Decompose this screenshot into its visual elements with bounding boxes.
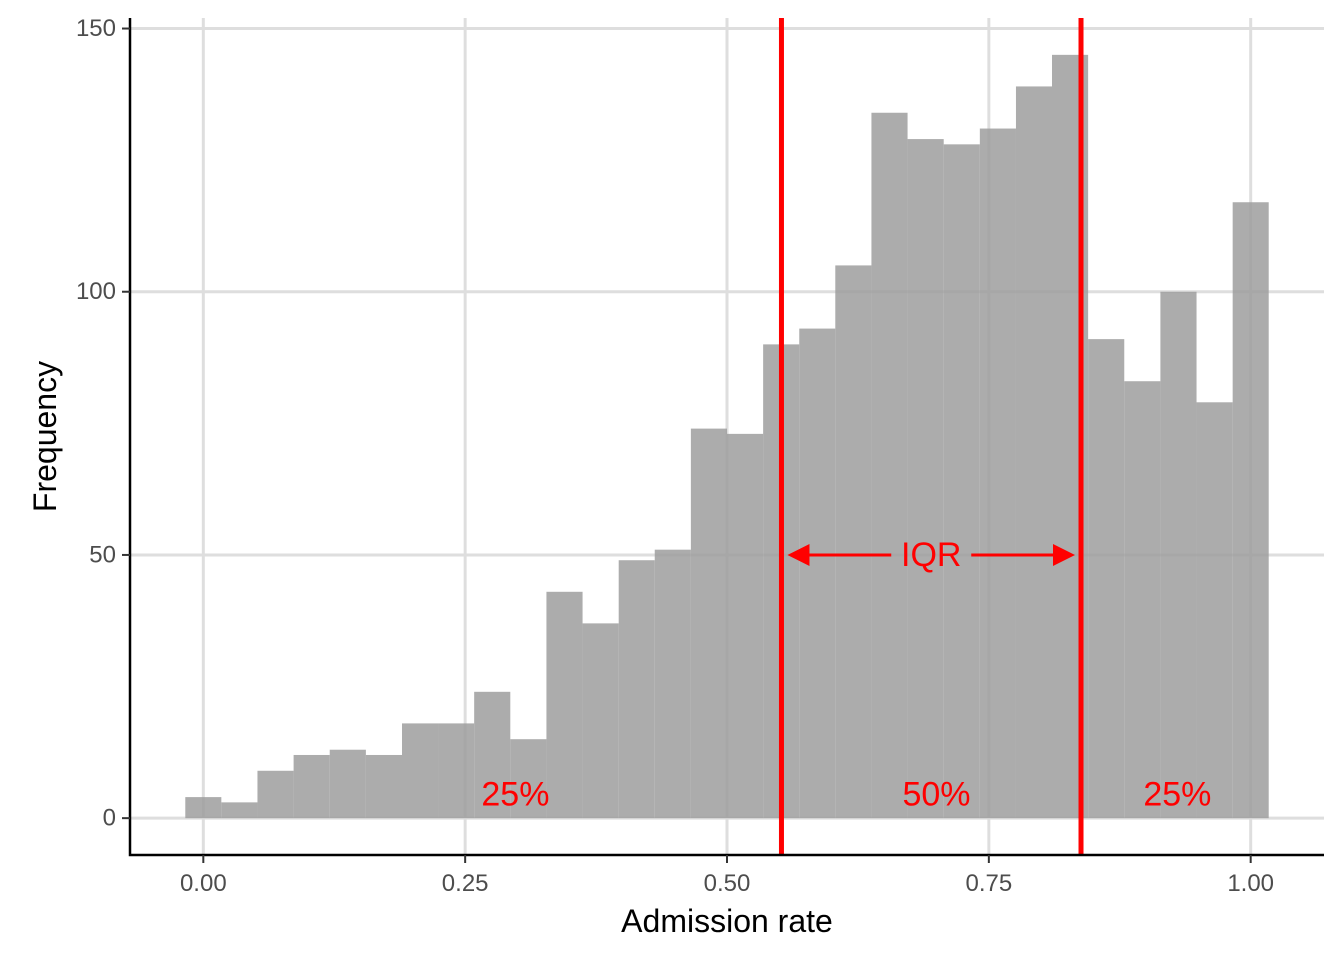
histogram-bar <box>546 591 583 819</box>
histogram-bar <box>293 754 330 819</box>
histogram-bar <box>221 802 258 819</box>
annotations: IQR 25% 50% 25% <box>481 536 1211 814</box>
histogram-bar <box>907 139 944 819</box>
iqr-arrow-right-head <box>1053 543 1076 566</box>
histogram-bar <box>618 560 655 819</box>
x-axis-ticks: 0.00 0.25 0.50 0.75 1.00 <box>180 855 1274 897</box>
x-tick-label: 0.50 <box>704 870 751 897</box>
histogram-bar <box>1015 86 1052 819</box>
axes <box>128 18 1324 857</box>
y-tick-label: 150 <box>76 15 116 42</box>
x-tick-label: 0.00 <box>180 870 227 897</box>
iqr-label: IQR <box>901 536 961 574</box>
histogram-bar <box>1196 402 1233 819</box>
histogram-bar <box>871 112 908 819</box>
x-tick-label: 0.75 <box>965 870 1012 897</box>
histogram-bar <box>474 691 511 819</box>
histogram-bar <box>438 723 475 819</box>
y-axis-ticks: 0 50 100 150 <box>76 15 130 832</box>
histogram-bar <box>582 623 619 819</box>
iqr-arrow-left-head <box>787 543 810 566</box>
x-axis-title: Admission rate <box>621 903 833 939</box>
iqr-arrow: IQR <box>787 536 1076 574</box>
histogram-bar <box>402 723 439 819</box>
lower-quartile-label: 25% <box>481 775 549 813</box>
histogram-bar <box>727 433 764 819</box>
y-tick-label: 0 <box>103 805 116 832</box>
histogram-bar <box>943 144 980 819</box>
x-tick-label: 0.25 <box>442 870 489 897</box>
axis-lines <box>128 18 1324 857</box>
y-tick-label: 50 <box>89 541 116 568</box>
histogram-bar <box>690 428 727 819</box>
histogram-bar <box>1088 339 1125 819</box>
x-tick-label: 1.00 <box>1227 870 1274 897</box>
histogram-bars <box>185 54 1269 819</box>
histogram-bar <box>799 328 836 819</box>
histogram-bar <box>510 739 547 819</box>
histogram-bar <box>654 549 691 819</box>
histogram-bar <box>979 128 1016 819</box>
histogram-bar <box>1124 381 1161 819</box>
histogram-bar <box>1232 202 1269 819</box>
y-axis-title: Frequency <box>27 361 63 512</box>
quartile-lines <box>778 18 1084 855</box>
middle-half-label: 50% <box>902 775 970 813</box>
upper-quartile-label: 25% <box>1143 775 1211 813</box>
histogram-bar <box>1160 291 1197 819</box>
y-tick-label: 100 <box>76 278 116 305</box>
histogram-bar <box>257 770 294 819</box>
histogram-bar <box>835 265 872 819</box>
histogram-bar <box>329 749 366 819</box>
histogram-bar <box>365 754 403 819</box>
histogram-bar <box>185 797 222 819</box>
